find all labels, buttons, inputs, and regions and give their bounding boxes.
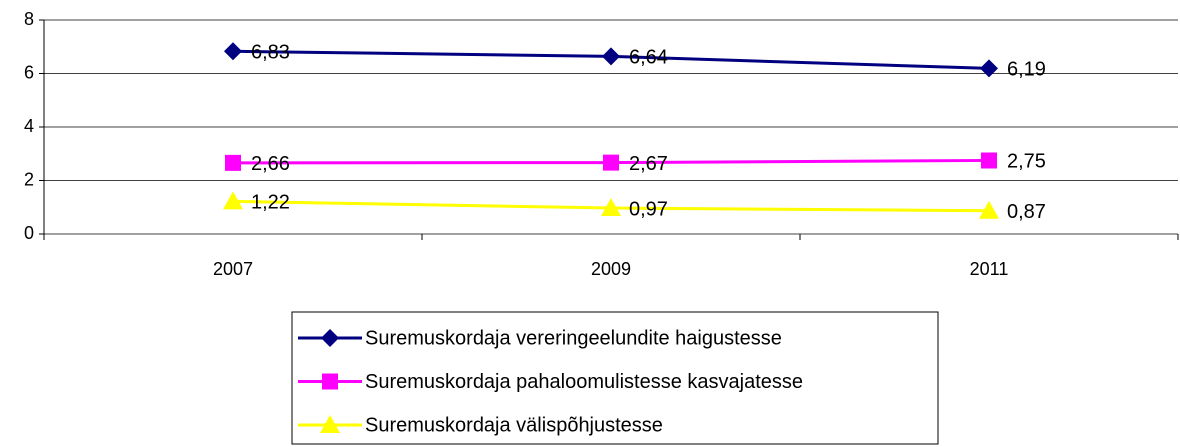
legend-label: Suremuskordaja pahaloomulistesse kasvaja… [365, 371, 803, 393]
y-tick-label: 8 [24, 9, 34, 29]
legend-label: Suremuskordaja vereringeelundite haigust… [365, 327, 782, 349]
legend-marker [321, 329, 339, 347]
point-marker [980, 59, 998, 78]
legend-marker [322, 373, 338, 390]
point-marker [602, 47, 620, 66]
data-label: 2,75 [1007, 151, 1046, 173]
x-tick-label: 2011 [970, 259, 1009, 279]
legend-label: Suremuskordaja välispõhjustesse [365, 414, 663, 436]
point-marker [223, 191, 243, 210]
point-marker [603, 154, 619, 171]
point-marker [224, 42, 242, 61]
point-marker [225, 154, 241, 171]
point-marker [981, 152, 997, 169]
point-marker [979, 200, 999, 219]
data-label: 0,87 [1007, 201, 1046, 223]
y-tick-label: 4 [24, 116, 34, 136]
data-label: 6,19 [1007, 59, 1046, 81]
y-tick-label: 0 [24, 223, 34, 243]
data-label: 0,97 [629, 198, 668, 220]
data-label: 1,22 [251, 192, 290, 214]
legend-marker [320, 415, 340, 433]
data-label: 6,83 [251, 42, 290, 64]
data-label: 6,64 [629, 47, 668, 69]
data-label: 2,67 [629, 153, 668, 175]
x-tick-label: 2007 [213, 259, 253, 279]
y-tick-label: 2 [24, 169, 34, 189]
data-label: 2,66 [251, 153, 290, 175]
legend-box [291, 311, 939, 445]
x-tick-label: 2009 [591, 259, 631, 279]
y-tick-label: 6 [24, 62, 34, 82]
point-marker [601, 198, 621, 217]
